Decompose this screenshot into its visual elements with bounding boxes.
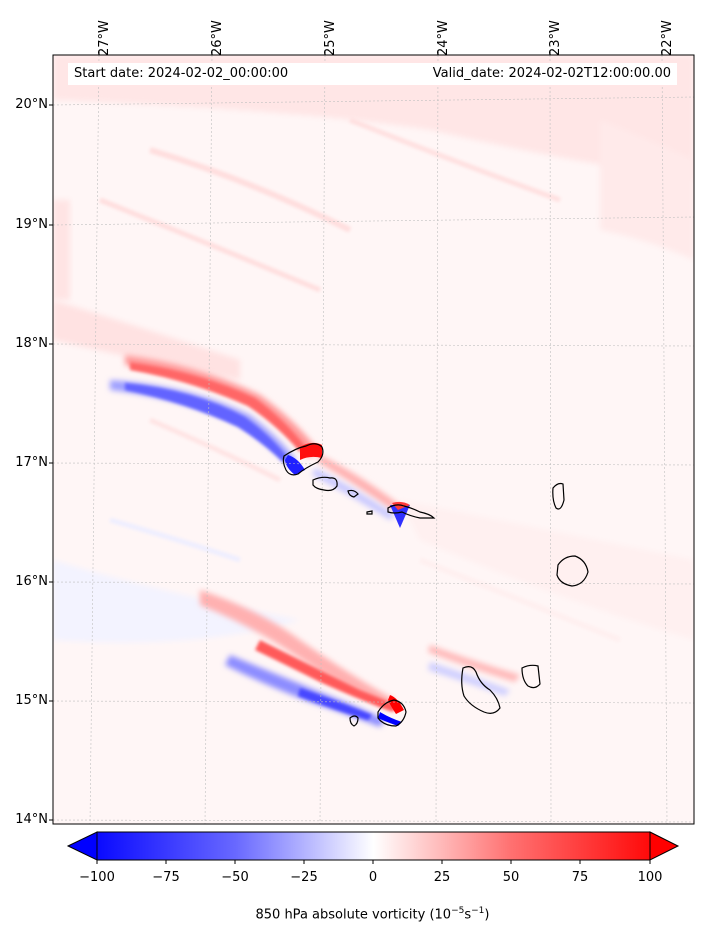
colorbar-tick-label: −50 — [221, 870, 249, 885]
lat-label-18n: 18°N — [15, 336, 48, 351]
colorbar — [66, 831, 680, 864]
vorticity-field — [53, 55, 694, 727]
gridlines — [52, 54, 695, 825]
lat-label-16n: 16°N — [15, 574, 48, 589]
date-header-box — [68, 63, 677, 85]
colorbar-tick-label: 50 — [502, 870, 520, 885]
lon-label-22w: 22°W — [660, 20, 675, 56]
coastlines — [282, 443, 589, 727]
island-sao-nicolau — [387, 504, 436, 519]
lat-label-20n: 20°N — [15, 97, 48, 112]
colorbar-tick-label: 25 — [433, 870, 451, 885]
lon-label-26w: 26°W — [210, 20, 225, 56]
lat-label-19n: 19°N — [15, 217, 48, 232]
lat-ticks — [49, 104, 53, 821]
colorbar-tick-label: 0 — [368, 870, 378, 885]
colorbar-max-extend — [649, 831, 680, 861]
island-fogo — [377, 699, 407, 727]
colorbar-ticks — [96, 860, 651, 864]
start-date-text: Start date: 2024-02-02_00:00:00 — [74, 66, 289, 81]
colorbar-gradient — [96, 831, 651, 861]
island-boa-vista — [556, 555, 589, 587]
colorbar-tick-label: 75 — [571, 870, 589, 885]
map-background — [53, 55, 694, 824]
island-santa-luzia — [347, 489, 359, 498]
island-brava — [349, 715, 359, 727]
colorbar-min-extend — [66, 831, 98, 861]
lon-label-25w: 25°W — [323, 20, 338, 56]
island-islet — [366, 510, 373, 515]
island-santo-antao — [282, 443, 324, 476]
island-maio — [521, 664, 541, 689]
colorbar-tick-label: −75 — [152, 870, 180, 885]
colorbar-tick-label: 100 — [637, 870, 663, 885]
valid-date-text: Valid_date: 2024-02-02T12:00:00.00 — [432, 66, 671, 81]
lon-label-27w: 27°W — [97, 20, 112, 56]
colorbar-label: 850 hPa absolute vorticity (10−5s−1) — [255, 906, 490, 923]
lat-label-17n: 17°N — [15, 455, 48, 470]
island-sal — [552, 482, 565, 510]
lat-label-14n: 14°N — [15, 812, 48, 827]
lat-label-15n: 15°N — [15, 693, 48, 708]
colorbar-tick-label: −25 — [290, 870, 318, 885]
lon-label-24w: 24°W — [436, 20, 451, 56]
map-frame — [52, 54, 695, 825]
lon-label-23w: 23°W — [548, 20, 563, 56]
island-sao-vicente — [312, 476, 338, 492]
lon-ticks — [98, 51, 663, 55]
colorbar-tick-label: −100 — [79, 870, 115, 885]
island-santiago — [461, 666, 501, 714]
